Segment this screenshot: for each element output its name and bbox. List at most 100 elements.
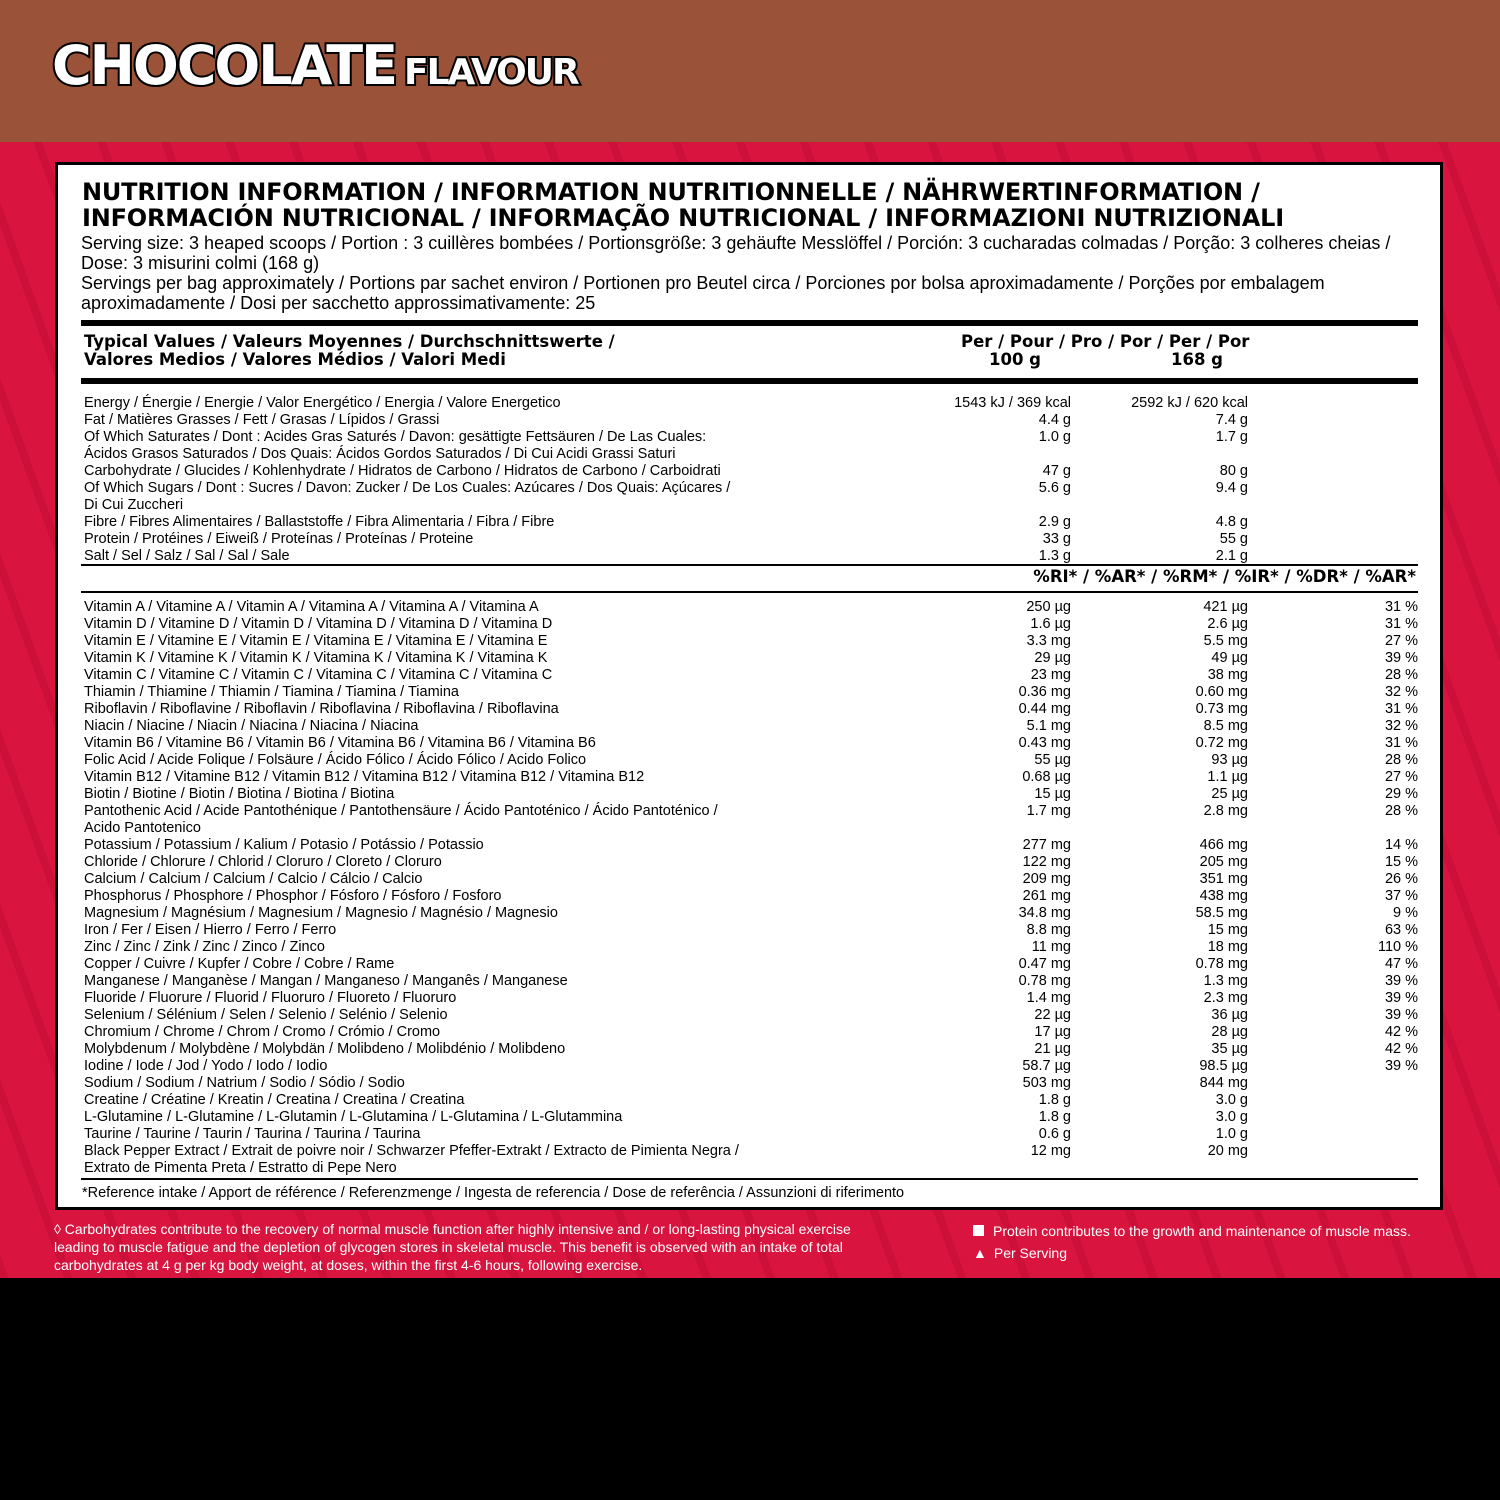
value-100g: 277 mg: [1022, 837, 1071, 853]
ri-percent: 32 %: [1384, 684, 1418, 700]
value-168g: 58.5 mg: [1195, 905, 1248, 921]
value-168g: 80 g: [1219, 463, 1248, 479]
table-row: Vitamin D / Vitamine D / Vitamin D / Vit…: [84, 616, 1418, 633]
table-row: Energy / Énergie / Energie / Valor Energ…: [84, 395, 1418, 412]
nutrient-name: Sodium / Sodium / Natrium / Sodio / Sódi…: [84, 1075, 405, 1091]
flavour-banner: CHOCOLATE FLAVOUR: [0, 0, 1500, 142]
value-168g: 5.5 mg: [1203, 633, 1248, 649]
ri-percent: 63 %: [1384, 922, 1418, 938]
nutrient-name: Phosphorus / Phosphore / Phosphor / Fósf…: [84, 888, 502, 904]
value-100g: 0.36 mg: [1018, 684, 1071, 700]
table-row: Biotin / Biotine / Biotin / Biotina / Bi…: [84, 786, 1418, 803]
ri-percent: 28 %: [1384, 667, 1418, 683]
value-168g: 8.5 mg: [1203, 718, 1248, 734]
value-100g: 33 g: [1042, 531, 1071, 547]
nutrient-name: Pantothenic Acid / Acide Pantothénique /…: [84, 803, 718, 836]
nutrition-panel: NUTRITION INFORMATION / INFORMATION NUTR…: [55, 162, 1443, 1210]
nutrient-name: Vitamin E / Vitamine E / Vitamin E / Vit…: [84, 633, 548, 649]
ri-percent: 31 %: [1384, 616, 1418, 632]
ri-percent: 39 %: [1384, 973, 1418, 989]
value-100g: 503 mg: [1022, 1075, 1071, 1091]
ri-percent: 110 %: [1377, 939, 1418, 955]
table-row: Vitamin B6 / Vitamine B6 / Vitamin B6 / …: [84, 735, 1418, 752]
value-168g: 1.3 mg: [1203, 973, 1248, 989]
table-row: Riboflavin / Riboflavine / Riboflavin / …: [84, 701, 1418, 718]
nutrient-name: Black Pepper Extract / Extrait de poivre…: [84, 1143, 739, 1176]
ri-percent: 31 %: [1384, 701, 1418, 717]
value-100g: 0.68 µg: [1022, 769, 1071, 785]
value-100g: 0.44 mg: [1018, 701, 1071, 717]
value-100g: 1.8 g: [1038, 1109, 1071, 1125]
table-row: Creatine / Créatine / Kreatin / Creatina…: [84, 1092, 1418, 1109]
value-100g: 1.0 g: [1038, 429, 1071, 445]
table-row: Potassium / Potassium / Kalium / Potasio…: [84, 837, 1418, 854]
typical-values-label: Typical Values / Valeurs Moyennes / Durc…: [84, 332, 615, 369]
value-100g: 55 µg: [1034, 752, 1071, 768]
value-100g: 1543 kJ / 369 kcal: [954, 395, 1071, 411]
nutrient-name: Biotin / Biotine / Biotin / Biotina / Bi…: [84, 786, 395, 802]
table-row: Folic Acid / Acide Folique / Folsäure / …: [84, 752, 1418, 769]
ri-percent: [1248, 1109, 1418, 1126]
value-100g: 0.78 mg: [1018, 973, 1071, 989]
nutrient-name: Thiamin / Thiamine / Thiamin / Tiamina /…: [84, 684, 459, 700]
ri-header: %RI* / %AR* / %RM* / %IR* / %DR* / %AR*: [1033, 567, 1416, 586]
value-168g: 35 µg: [1211, 1041, 1248, 1057]
value-168g: 2592 kJ / 620 kcal: [1131, 395, 1248, 411]
nutrient-name: Vitamin C / Vitamine C / Vitamin C / Vit…: [84, 667, 553, 683]
ri-percent: [1248, 1075, 1418, 1092]
ri-percent: [1248, 1143, 1418, 1177]
divider: [81, 320, 1418, 326]
table-row: Taurine / Taurine / Taurin / Taurina / T…: [84, 1126, 1418, 1143]
value-168g: 4.8 g: [1215, 514, 1248, 530]
per-serving-note: ▲ Per Serving: [973, 1245, 1068, 1261]
table-row: Vitamin E / Vitamine E / Vitamin E / Vit…: [84, 633, 1418, 650]
value-168g: 93 µg: [1211, 752, 1248, 768]
value-100g: 1.3 g: [1038, 548, 1071, 564]
nutrient-name: Vitamin A / Vitamine A / Vitamin A / Vit…: [84, 599, 539, 615]
table-row: Calcium / Calcium / Calcium / Calcio / C…: [84, 871, 1418, 888]
ri-percent: 27 %: [1384, 633, 1418, 649]
triangle-icon: ▲: [973, 1245, 987, 1261]
table-row: Carbohydrate / Glucides / Kohlenhydrate …: [84, 463, 1418, 480]
nutrient-name: Iodine / Iode / Jod / Yodo / Iodo / Iodi…: [84, 1058, 328, 1074]
value-100g: 34.8 mg: [1018, 905, 1071, 921]
table-row: Black Pepper Extract / Extrait de poivre…: [84, 1143, 1418, 1177]
flavour-title: CHOCOLATE FLAVOUR: [50, 32, 582, 99]
nutrient-name: Calcium / Calcium / Calcium / Calcio / C…: [84, 871, 423, 887]
micro-table: Vitamin A / Vitamine A / Vitamin A / Vit…: [84, 599, 1418, 1177]
value-168g: 0.72 mg: [1195, 735, 1248, 751]
value-168g: 2.1 g: [1215, 548, 1248, 564]
table-row: Of Which Saturates / Dont : Acides Gras …: [84, 429, 1418, 463]
table-row: Thiamin / Thiamine / Thiamin / Tiamina /…: [84, 684, 1418, 701]
value-168g: 1.7 g: [1215, 429, 1248, 445]
table-row: Iodine / Iode / Jod / Yodo / Iodo / Iodi…: [84, 1058, 1418, 1075]
nutrient-name: Fibre / Fibres Alimentaires / Ballaststo…: [84, 514, 555, 530]
nutrition-heading: NUTRITION INFORMATION / INFORMATION NUTR…: [82, 178, 1284, 232]
value-168g: 3.0 g: [1215, 1092, 1248, 1108]
value-168g: 351 mg: [1199, 871, 1248, 887]
nutrient-name: Folic Acid / Acide Folique / Folsäure / …: [84, 752, 587, 768]
table-row: Selenium / Sélénium / Selen / Selenio / …: [84, 1007, 1418, 1024]
ri-percent: 31 %: [1384, 599, 1418, 615]
value-100g: 17 µg: [1034, 1024, 1071, 1040]
value-100g: 1.8 g: [1038, 1092, 1071, 1108]
table-row: Manganese / Manganèse / Mangan / Mangane…: [84, 973, 1418, 990]
value-100g: 23 mg: [1030, 667, 1071, 683]
table-row: Vitamin C / Vitamine C / Vitamin C / Vit…: [84, 667, 1418, 684]
value-168g: 25 µg: [1211, 786, 1248, 802]
nutrient-name: Potassium / Potassium / Kalium / Potasio…: [84, 837, 484, 853]
value-100g: 29 µg: [1034, 650, 1071, 666]
value-168g: 205 mg: [1199, 854, 1248, 870]
table-row: Protein / Protéines / Eiweiß / Proteínas…: [84, 531, 1418, 548]
ri-percent: 39 %: [1384, 1007, 1418, 1023]
nutrient-name: Fat / Matières Grasses / Fett / Grasas /…: [84, 412, 440, 428]
macro-table: Energy / Énergie / Energie / Valor Energ…: [84, 395, 1418, 565]
value-100g: 21 µg: [1034, 1041, 1071, 1057]
value-100g: 22 µg: [1034, 1007, 1071, 1023]
serving-info: Serving size: 3 heaped scoops / Portion …: [81, 233, 1411, 313]
value-168g: 55 g: [1219, 531, 1248, 547]
ri-percent: 47 %: [1384, 956, 1418, 972]
nutrient-name: Riboflavin / Riboflavine / Riboflavin / …: [84, 701, 559, 717]
ri-percent: 32 %: [1384, 718, 1418, 734]
value-168g: 1.1 µg: [1207, 769, 1248, 785]
